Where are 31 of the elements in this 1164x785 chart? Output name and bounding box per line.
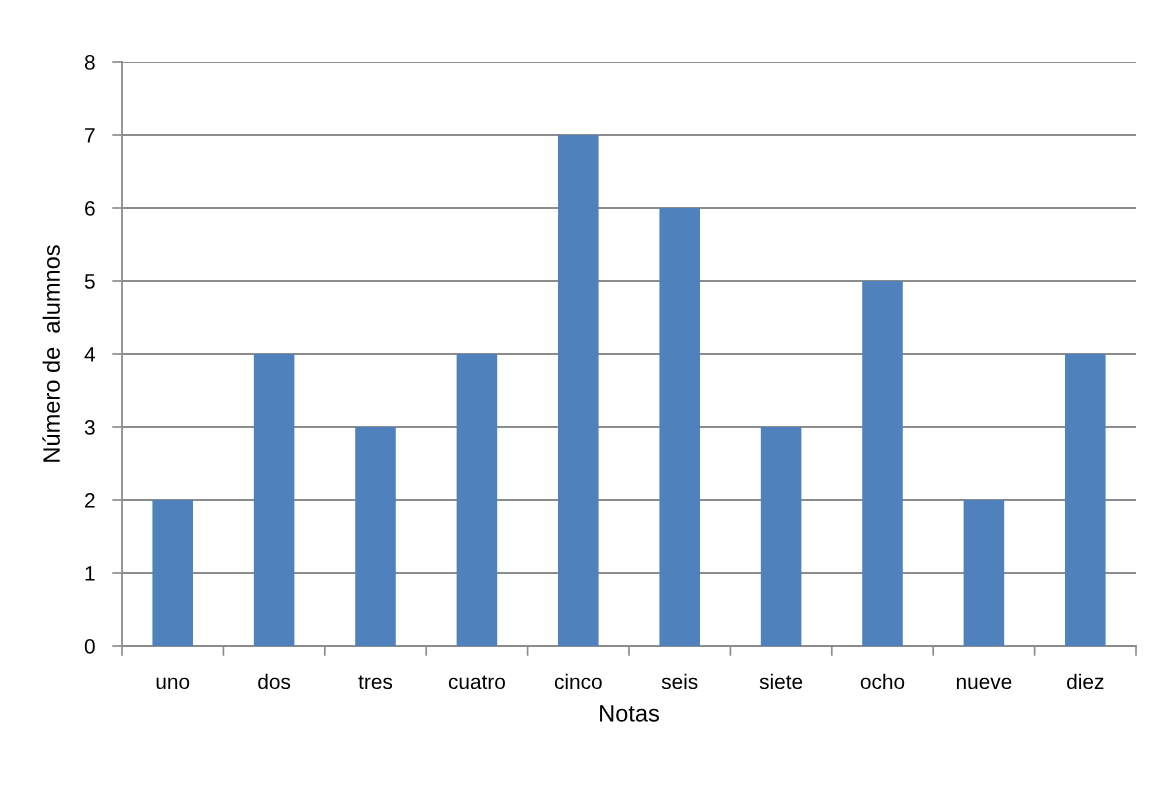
x-tick-label: diez — [1067, 673, 1104, 690]
bar — [963, 500, 1005, 646]
y-tick-label: 5 — [84, 274, 95, 289]
bar — [456, 354, 498, 646]
y-tick-label: 4 — [84, 347, 95, 362]
y-tick-label: 0 — [84, 639, 95, 654]
y-tick-label: 2 — [85, 493, 95, 508]
y-tick-label: 3 — [84, 420, 95, 435]
x-tick-label: cinco — [554, 673, 602, 690]
bar — [253, 354, 295, 646]
y-tick-label: 1 — [85, 566, 95, 581]
x-tick-label: seis — [661, 673, 698, 690]
bar — [355, 427, 396, 646]
bar — [1065, 354, 1106, 646]
x-tick-label: nueve — [956, 677, 1012, 690]
y-tick-label: 6 — [85, 201, 95, 216]
bar — [760, 427, 802, 646]
x-tick-label: uno — [156, 677, 190, 690]
x-tick-label: dos — [258, 673, 291, 690]
x-axis-title: Notas — [600, 705, 659, 722]
y-tick-label: 8 — [84, 55, 95, 70]
bar — [659, 208, 700, 646]
y-axis-title: Número de alumnos — [42, 245, 60, 462]
x-tick-label: cuatro — [448, 675, 505, 690]
x-tick-label: tres — [358, 675, 393, 690]
bar — [862, 281, 903, 646]
bar — [152, 500, 193, 646]
y-tick-label: 7 — [85, 128, 95, 143]
bar — [558, 135, 599, 646]
x-tick-label: ocho — [860, 673, 905, 690]
x-tick-label: siete — [759, 673, 803, 690]
